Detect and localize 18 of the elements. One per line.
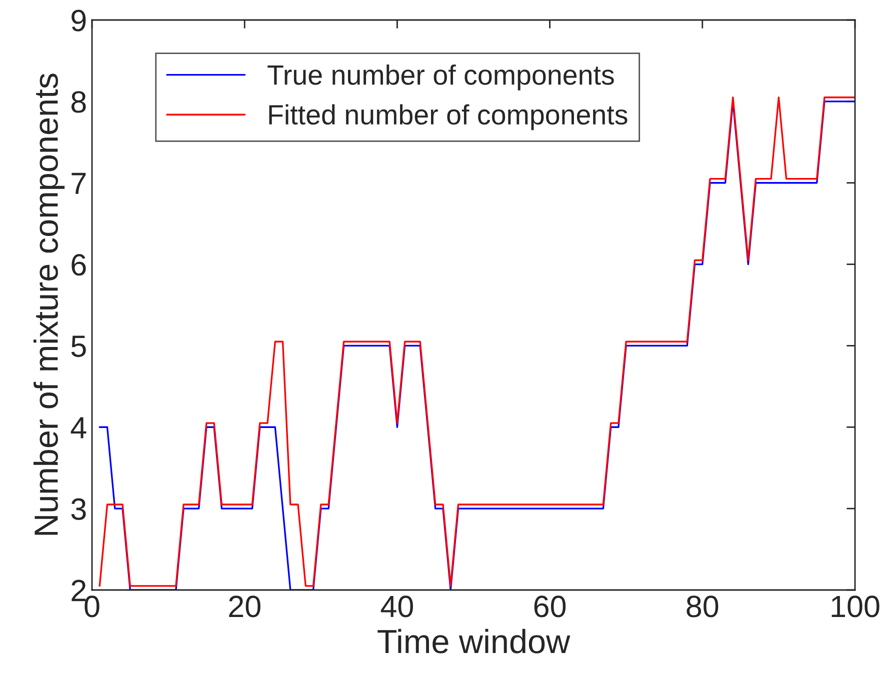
y-tick-label: 7 (72, 172, 86, 194)
y-tick-label: 4 (70, 417, 86, 438)
y-axis-title: Number of mixture components (34, 74, 65, 535)
y-tick-label: 5 (71, 336, 86, 358)
y-tick-label: 8 (71, 91, 86, 113)
x-tick-label: 60 (534, 596, 566, 618)
legend-label: Fitted number of components (269, 104, 628, 130)
x-axis-title: Time window (378, 628, 570, 654)
x-tick-label: 0 (84, 596, 100, 618)
y-tick-label: 2 (72, 580, 86, 602)
x-tick-label: 40 (380, 596, 413, 618)
legend-label: True number of components (268, 64, 614, 90)
x-tick-label: 100 (832, 596, 880, 618)
x-tick-label: 80 (686, 596, 718, 618)
y-tick-label: 6 (72, 254, 86, 276)
y-tick-label: 9 (72, 10, 86, 32)
x-tick-label: 20 (229, 596, 260, 618)
y-tick-label: 3 (71, 498, 86, 520)
